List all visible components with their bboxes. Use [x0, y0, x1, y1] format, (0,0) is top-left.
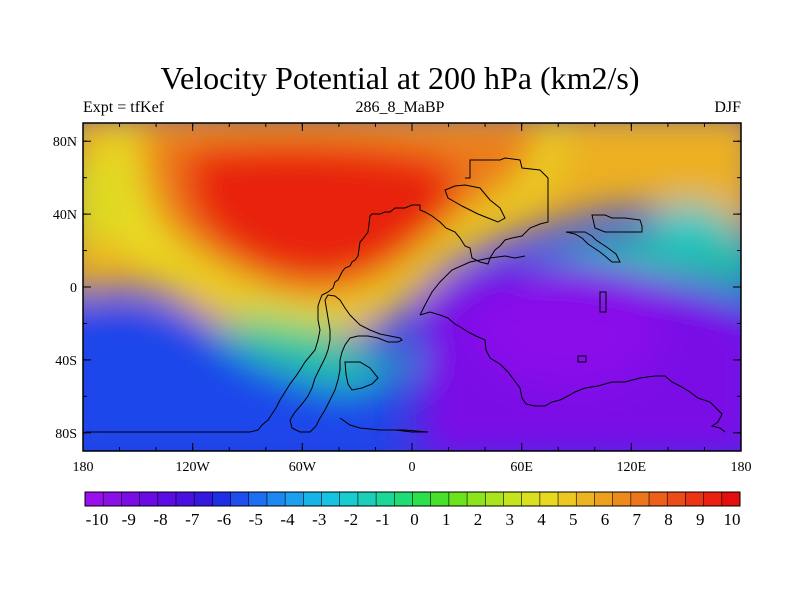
- colorbar-label: 1: [442, 510, 451, 529]
- colorbar-swatch: [485, 492, 504, 506]
- colorbar-label: -7: [185, 510, 200, 529]
- colorbar-swatch: [412, 492, 431, 506]
- continent-outlines: [85, 157, 726, 433]
- colorbar-label: 10: [724, 510, 741, 529]
- y-tick-label: 40S: [55, 354, 77, 369]
- colorbar-label: 6: [601, 510, 610, 529]
- coastline-americas: [85, 157, 549, 433]
- colorbar-label: 9: [696, 510, 705, 529]
- colorbar-swatch: [175, 492, 195, 506]
- experiment-label: Expt = tfKef: [83, 99, 164, 116]
- colorbar-swatch: [394, 492, 413, 506]
- coastline-africa: [289, 294, 403, 433]
- y-tick-label: 80S: [55, 427, 77, 442]
- map-title: Velocity Potential at 200 hPa (km2/s): [160, 60, 640, 96]
- colorbar-swatch: [521, 492, 541, 506]
- colorbar-swatch: [612, 492, 632, 506]
- x-tick-label: 60W: [289, 460, 317, 475]
- colorbar-label: 3: [506, 510, 515, 529]
- field-cyan-patch: [650, 203, 730, 247]
- y-tick-label: 80N: [53, 135, 77, 150]
- colorbar-swatch: [212, 492, 231, 506]
- colorbar-label: -5: [249, 510, 263, 529]
- colorbar-swatch: [703, 492, 723, 506]
- colorbar-label: 5: [569, 510, 578, 529]
- colorbar-swatch: [121, 492, 140, 506]
- colorbar-swatch: [139, 492, 159, 506]
- colorbar-swatch: [248, 492, 268, 506]
- colorbar-label: -6: [217, 510, 231, 529]
- colorbar-label: -10: [86, 510, 109, 529]
- colorbar-label: -4: [280, 510, 295, 529]
- colorbar-swatch: [721, 492, 741, 506]
- colorbar-swatch: [594, 492, 613, 506]
- coastline-island-tiny: [577, 355, 587, 363]
- y-tick-label: 0: [70, 281, 77, 296]
- colorbar-swatch: [285, 492, 304, 506]
- colorbar-swatch: [157, 492, 177, 506]
- colorbar-swatch: [430, 492, 450, 506]
- colorbar-swatch: [194, 492, 213, 506]
- coastline-australia: [565, 231, 621, 263]
- y-tick-label: 40N: [53, 208, 77, 223]
- colorbar-swatch: [503, 492, 522, 506]
- colorbar-label: 4: [537, 510, 546, 529]
- colorbar-swatch: [266, 492, 286, 506]
- colorbar-swatch: [339, 492, 359, 506]
- x-tick-label: 0: [409, 460, 416, 475]
- field-west-yellow: [83, 155, 125, 245]
- colorbar-swatch: [321, 492, 341, 506]
- colorbar-label: -8: [153, 510, 167, 529]
- colorbar-label: -3: [312, 510, 326, 529]
- colorbar-swatch: [630, 492, 650, 506]
- coastline-eurasia: [419, 255, 726, 433]
- colorbar-swatch: [230, 492, 250, 506]
- coastline-mediterranean: [444, 184, 506, 223]
- coastline-antarctic-peninsula: [339, 417, 429, 433]
- colorbar-label: -2: [344, 510, 358, 529]
- x-tick-label: 120W: [176, 460, 211, 475]
- field-purple-core: [471, 288, 658, 389]
- season-label: DJF: [714, 99, 741, 116]
- coastline-greenland-arctic: [591, 214, 643, 233]
- map-axes: 180 120W 60W 0 60E 120E 180 80N 40N 0 40S 80S: [53, 123, 752, 475]
- colorbar-label: 0: [410, 510, 419, 529]
- colorbar-label: -9: [122, 510, 136, 529]
- colorbar-swatch: [376, 492, 395, 506]
- colorbar-swatch: [467, 492, 486, 506]
- x-tick-label: 180: [731, 460, 752, 475]
- colorbar-swatch: [357, 492, 377, 506]
- velocity-potential-field: [83, 123, 741, 451]
- field-red-core: [185, 143, 459, 280]
- coastline-island-small: [599, 291, 607, 313]
- x-tick-label: 60E: [510, 460, 533, 475]
- colorbar-swatch: [667, 492, 686, 506]
- colorbar-swatch: [685, 492, 704, 506]
- colorbar-swatch: [85, 492, 104, 506]
- colorbar-swatch: [539, 492, 559, 506]
- colorbar: -10 -9 -8 -7 -6 -5 -4 -3 -2 -1 0 1 2 3 4 5 6 7 8 9 10: [84, 491, 741, 529]
- run-id-label: 286_8_MaBP: [355, 99, 445, 116]
- colorbar-label: -1: [376, 510, 390, 529]
- colorbar-swatch: [448, 492, 468, 506]
- colorbar-swatch: [558, 492, 577, 506]
- colorbar-swatch: [303, 492, 322, 506]
- colorbar-swatch: [576, 492, 595, 506]
- colorbar-swatch: [649, 492, 668, 506]
- x-tick-label: 120E: [617, 460, 647, 475]
- colorbar-label: 8: [664, 510, 673, 529]
- x-tick-label: 180: [73, 460, 94, 475]
- colorbar-label: 7: [633, 510, 642, 529]
- colorbar-swatch: [103, 492, 122, 506]
- coastline-arabia: [344, 361, 379, 391]
- colorbar-label: 2: [474, 510, 483, 529]
